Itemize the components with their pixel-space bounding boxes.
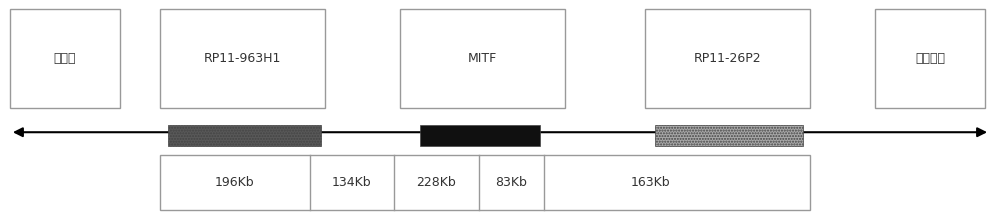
Bar	[875, 9, 985, 108]
Text: 着丝粒侧: 着丝粒侧	[915, 52, 945, 64]
Text: MITF: MITF	[468, 52, 497, 64]
Bar	[400, 9, 565, 108]
Text: 196Kb: 196Kb	[215, 176, 255, 189]
Bar	[645, 9, 810, 108]
Bar	[420, 125, 540, 146]
Text: 83Kb: 83Kb	[495, 176, 527, 189]
Text: RP11-963H1: RP11-963H1	[204, 52, 281, 64]
Text: RP11-26P2: RP11-26P2	[694, 52, 761, 64]
Bar	[655, 125, 803, 146]
Bar	[160, 155, 810, 210]
Bar	[168, 125, 321, 146]
Text: 228Kb: 228Kb	[416, 176, 456, 189]
Bar	[160, 9, 325, 108]
Text: 端粒侧: 端粒侧	[54, 52, 76, 64]
Bar	[10, 9, 120, 108]
Text: 163Kb: 163Kb	[631, 176, 671, 189]
Text: 134Kb: 134Kb	[332, 176, 372, 189]
